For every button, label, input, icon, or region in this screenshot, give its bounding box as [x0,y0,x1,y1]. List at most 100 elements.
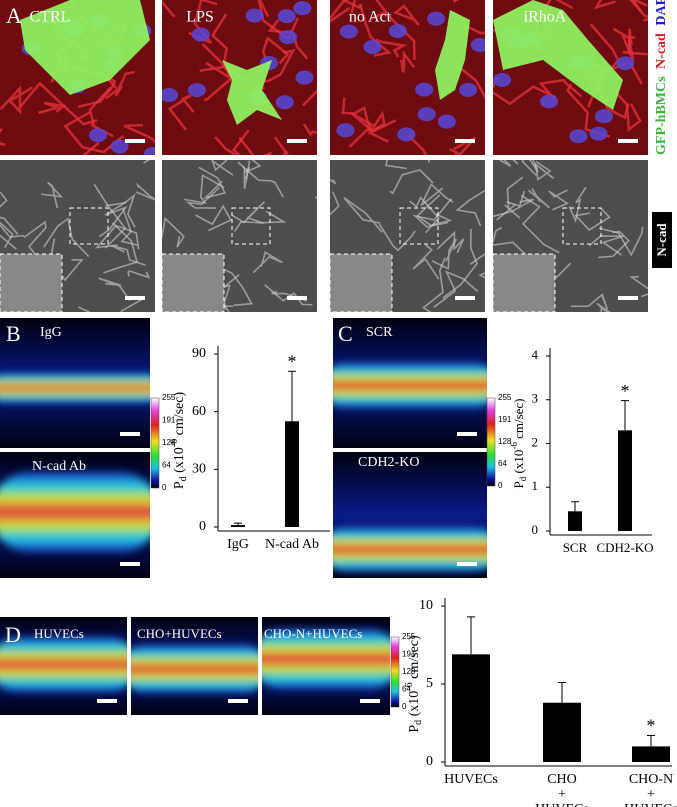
y-tick-label: 60 [192,404,206,419]
membrane [264,284,313,306]
bar [618,430,632,531]
membrane [105,193,136,228]
membrane [420,183,454,207]
colorbar-label: 64 [498,459,507,468]
membrane [98,277,131,302]
cell-border [375,0,393,21]
colorbar-label: 255 [402,632,416,641]
ylabel-subscript: d [178,476,189,481]
cell-border [105,70,135,100]
membrane [499,160,519,167]
colorbar-label: 64 [162,461,171,470]
image [131,617,258,715]
scale-bar [228,699,248,703]
cell-border [375,38,408,58]
membrane [343,197,383,233]
colorbar [150,397,160,489]
y-tick-label: 0 [426,754,433,769]
panel-letter: B [6,321,21,346]
cell-border [622,28,648,56]
membrane [493,198,534,218]
membrane [184,173,225,205]
error-bar [571,501,579,512]
scale-bar [360,699,380,703]
zoom-box [69,207,109,245]
ylabel-unit: cm/sec) [172,391,187,438]
membrane [548,189,569,211]
membrane [211,160,234,176]
y-axis-label: Pd (x10-6 cm/sec) [509,399,528,489]
image [0,160,155,312]
y-tick-label: 2 [532,434,539,449]
membrane [527,187,551,209]
membrane [598,226,644,257]
cell-border [214,129,250,155]
nucleus [397,127,416,142]
x-tick-label: CHO [547,772,577,787]
heat-band [131,645,258,693]
membrane [195,204,232,232]
membrane [120,209,138,246]
cell-border [330,0,357,23]
labels: A CTRL LPS no Act iRhoA GFP-hBMCs N-cad … [5,0,672,647]
bar-chart: 0 1 2 3 4 SCR CDH2-KO * Pd (x10-6 cm/sec) [509,347,653,555]
significance: * [647,716,656,736]
nucleus [589,126,608,141]
membrane [412,244,440,280]
membrane [242,160,251,190]
membrane [378,223,416,252]
cell-border [302,123,317,137]
x-tick-label: CHO-N [629,772,673,787]
image [0,452,150,578]
x-tick-label: SCR [563,540,588,555]
stain-red: N-cad [654,33,669,69]
scale-bar [287,296,307,300]
error-bar [558,681,566,703]
image [333,318,487,448]
membrane [40,181,64,209]
heat-band [0,637,127,692]
image-label: SCR [366,325,393,340]
heat-band [333,527,487,572]
cell-border [0,85,34,115]
image [162,160,317,312]
nucleus [540,94,559,109]
cell-border [341,97,372,132]
nucleus [415,82,434,97]
column-label: LPS [186,9,214,26]
y-tick-label: 10 [419,598,433,613]
membrane [455,189,485,227]
membrane [0,216,25,238]
bar [452,654,490,762]
y-tick-label: 1 [532,478,539,493]
membrane [237,161,284,198]
membrane [127,270,151,279]
scale-bar [120,432,140,436]
bottom-stain-label: N-cad [654,223,669,257]
membrane [103,222,138,274]
cell-border [369,10,416,60]
membrane [521,160,539,177]
scale-bar [455,139,475,143]
colorbar-label: 64 [402,685,411,694]
nucleus [295,70,314,85]
membrane [252,251,283,274]
ylabel-superscript: -6 [509,442,519,450]
cell-border [273,136,290,155]
heat-band [0,373,150,403]
scale-bar [618,296,638,300]
cell-border [593,0,616,10]
x-tick-label: CDH2-KO [596,540,653,555]
colorbar-label: 0 [498,481,503,490]
ylabel-superscript: -6 [169,439,180,447]
cell-border [463,24,485,35]
image [162,0,317,155]
bar [632,746,670,762]
nucleus [110,139,129,154]
bar-chart: 0 30 60 90 IgG N-cad Ab * Pd (x10-6 cm/sec) [169,346,330,552]
y-tick-label: 30 [192,462,206,477]
image [0,318,150,448]
membrane [49,238,84,282]
